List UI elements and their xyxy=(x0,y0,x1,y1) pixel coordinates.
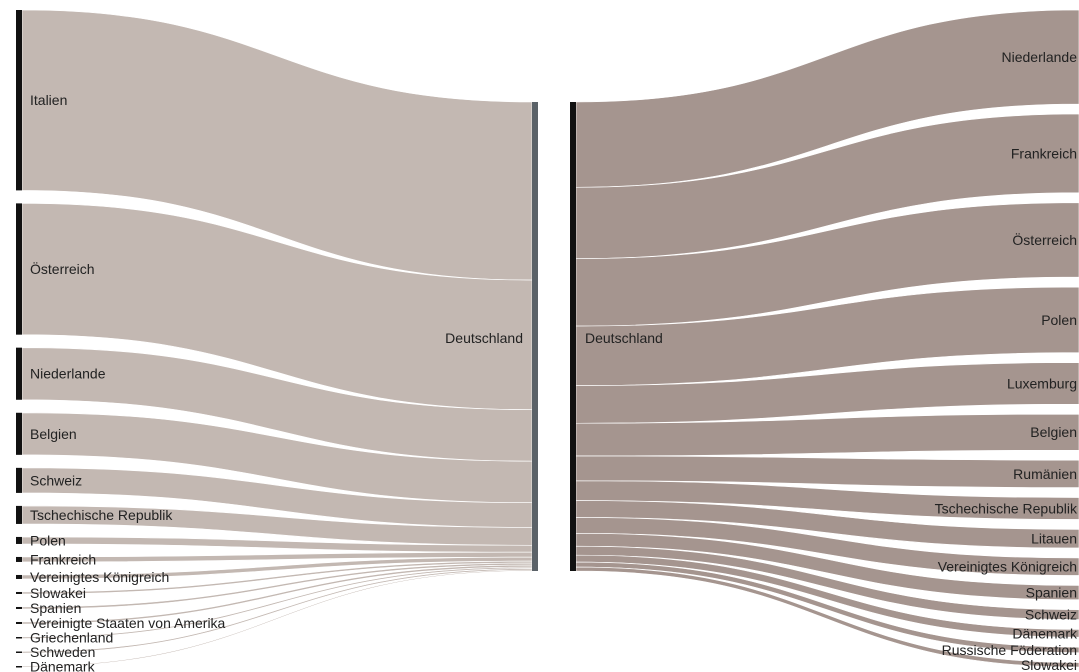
import-target-label: Deutschland xyxy=(445,330,523,346)
import-node-griechenland[interactable] xyxy=(16,636,22,639)
export-link-niederlande[interactable] xyxy=(575,9,1079,188)
export-label-rumanien: Rumänien xyxy=(1013,466,1077,482)
import-label-schweiz: Schweiz xyxy=(30,472,82,488)
export-label-litauen: Litauen xyxy=(1031,531,1077,547)
import-node-danemark[interactable] xyxy=(16,665,22,668)
import-node-spanien[interactable] xyxy=(16,606,22,609)
import-node-frankreich[interactable] xyxy=(16,556,22,562)
export-link-danemark[interactable] xyxy=(575,554,1079,638)
export-label-polen: Polen xyxy=(1041,312,1077,328)
import-node-italien[interactable] xyxy=(16,10,22,191)
import-source-nodes: Italien Österreich Niederlande Belgien Schwe… xyxy=(16,10,226,672)
import-label-polen: Polen xyxy=(30,532,66,548)
export-link-litauen[interactable] xyxy=(575,500,1079,549)
export-label-schweiz: Schweiz xyxy=(1025,607,1077,623)
export-source-label: Deutschland xyxy=(585,330,663,346)
export-target-nodes: Niederlande Frankreich Österreich Polen Luxe… xyxy=(935,49,1078,672)
import-node-vereinigte-staaten-von-amerika[interactable] xyxy=(16,621,22,624)
import-label-italien: Italien xyxy=(30,92,67,108)
export-link-osterreich[interactable] xyxy=(575,202,1079,327)
export-link-luxemburg[interactable] xyxy=(575,362,1079,424)
export-link-polen[interactable] xyxy=(575,286,1079,386)
export-flow-links xyxy=(575,9,1079,668)
import-target-node-bar xyxy=(532,102,538,571)
import-node-belgien[interactable] xyxy=(16,412,22,455)
import-label-vereinigte-staaten-von-amerika: Vereinigte Staaten von Amerika xyxy=(30,615,226,631)
export-label-frankreich: Frankreich xyxy=(1011,145,1077,161)
export-label-luxemburg: Luxemburg xyxy=(1007,375,1077,391)
import-node-schweiz[interactable] xyxy=(16,467,22,493)
import-node-osterreich[interactable] xyxy=(16,203,22,335)
export-label-spanien: Spanien xyxy=(1026,585,1077,601)
import-node-slowakei[interactable] xyxy=(16,591,22,594)
export-label-osterreich: Österreich xyxy=(1012,231,1077,248)
export-link-slowakei[interactable] xyxy=(575,566,1079,668)
export-label-vereinigtes-konigreich: Vereinigtes Königreich xyxy=(938,559,1077,575)
import-node-tschechische-republik[interactable] xyxy=(16,505,22,524)
export-link-russische-foderation[interactable] xyxy=(575,561,1079,653)
import-label-tschechische-republik: Tschechische Republik xyxy=(30,507,173,523)
export-link-rumanien[interactable] xyxy=(575,455,1079,488)
export-link-frankreich[interactable] xyxy=(575,113,1079,259)
export-label-russische-foderation: Russische Föderation xyxy=(942,642,1077,658)
import-label-danemark: Dänemark xyxy=(30,658,96,672)
import-label-belgien: Belgien xyxy=(30,426,77,442)
import-label-griechenland: Griechenland xyxy=(30,630,113,646)
import-node-vereinigtes-konigreich[interactable] xyxy=(16,574,22,579)
import-label-vereinigtes-konigreich: Vereinigtes Königreich xyxy=(30,569,169,585)
export-link-vereinigtes-konigreich[interactable] xyxy=(575,517,1079,576)
export-link-tschechische-republik[interactable] xyxy=(575,480,1079,520)
import-label-spanien: Spanien xyxy=(30,600,81,616)
export-source-node-bar xyxy=(570,102,576,571)
export-label-niederlande: Niederlande xyxy=(1002,49,1078,65)
export-link-belgien[interactable] xyxy=(575,413,1079,457)
import-label-schweden: Schweden xyxy=(30,644,95,660)
export-link-spanien[interactable] xyxy=(575,533,1079,600)
import-node-polen[interactable] xyxy=(16,536,22,544)
import-node-schweden[interactable] xyxy=(16,651,22,653)
import-node-niederlande[interactable] xyxy=(16,347,22,400)
import-label-slowakei: Slowakei xyxy=(30,585,86,601)
export-label-slowakei: Slowakei xyxy=(1021,657,1077,672)
export-label-danemark: Dänemark xyxy=(1012,625,1078,641)
import-label-frankreich: Frankreich xyxy=(30,551,96,567)
import-label-osterreich: Österreich xyxy=(30,260,95,277)
import-label-niederlande: Niederlande xyxy=(30,366,106,382)
export-link-schweiz[interactable] xyxy=(575,545,1079,620)
export-label-belgien: Belgien xyxy=(1030,424,1077,440)
export-label-tschechische-republik: Tschechische Republik xyxy=(935,500,1078,516)
